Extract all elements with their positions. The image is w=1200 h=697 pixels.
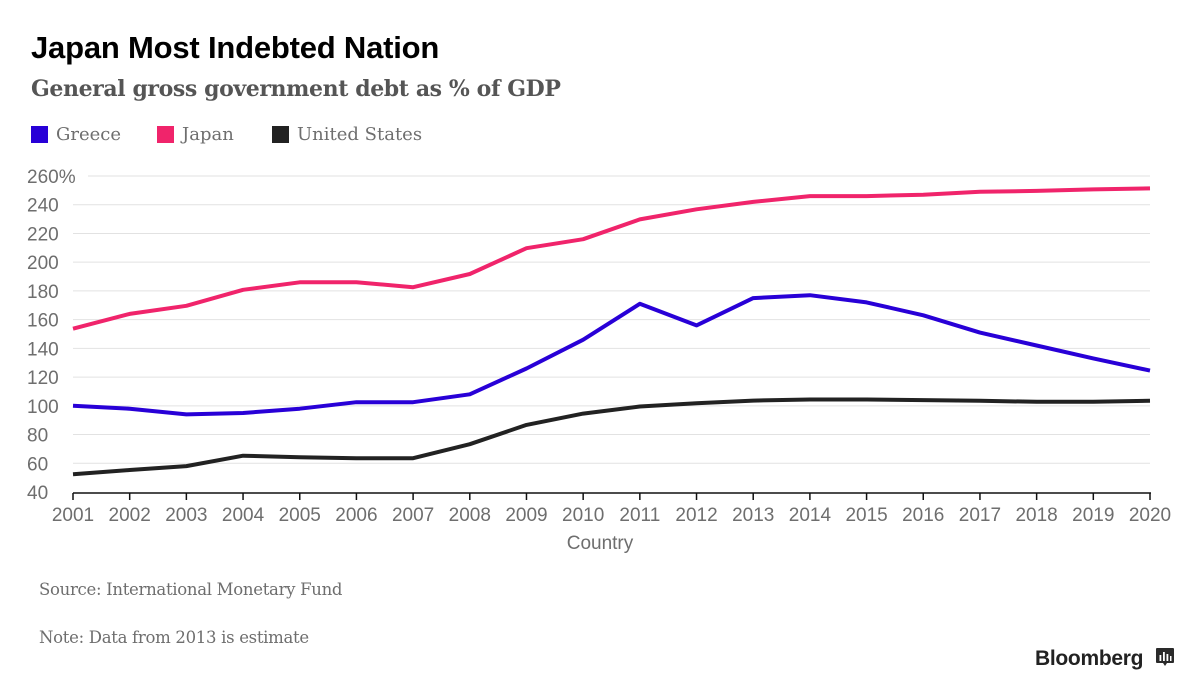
x-tick-label-2015: 2015 [845,505,887,526]
x-tick-label-2017: 2017 [959,505,1001,526]
y-tick-label-80: 80 [27,426,48,447]
series-line-japan [72,186,1151,331]
gridlines [73,175,1150,464]
legend-label-japan: Japan [182,124,234,145]
series-line-united-states [72,397,1151,477]
x-tick-label-2010: 2010 [562,505,604,526]
bloomberg-chart-icon [1156,648,1174,666]
x-tick-label-2018: 2018 [1015,505,1057,526]
source-note: Source: International Monetary Fund [39,580,343,599]
x-axis: 2001 2002 2003 2004 2005 2006 2007 2008 2009 2010… [52,492,1171,526]
y-tick-label-100: 100 [27,397,59,418]
x-tick-label-2012: 2012 [675,505,717,526]
y-tick-label-220: 220 [27,224,59,245]
x-tick-label-2014: 2014 [789,505,832,526]
x-tick-label-2016: 2016 [902,505,944,526]
data-note: Note: Data from 2013 is estimate [39,628,309,647]
chart-subtitle: General gross government debt as % of GD… [31,76,561,102]
legend-swatch-united-states [272,126,289,143]
x-tick-label-2006: 2006 [335,505,377,526]
x-tick-label-2001: 2001 [52,505,94,526]
x-tick-label-2005: 2005 [279,505,321,526]
y-tick-label-160: 160 [27,311,59,332]
legend-item-japan[interactable]: Japan [157,124,234,145]
x-tick-label-2004: 2004 [222,505,265,526]
legend-label-greece: Greece [56,124,122,145]
legend-swatch-japan [157,126,174,143]
series-line-greece [72,293,1151,417]
y-tick-label-180: 180 [27,282,59,303]
x-tick-label-2013: 2013 [732,505,774,526]
legend-item-united-states[interactable]: United States [272,124,422,145]
y-tick-label-140: 140 [27,339,59,360]
x-tick-label-2003: 2003 [165,505,207,526]
x-axis-title: Country [567,533,634,554]
legend-label-united-states: United States [297,124,423,145]
y-tick-label-120: 120 [27,368,59,389]
y-tick-label-260: 260% [27,167,76,188]
x-tick-label-2008: 2008 [449,505,491,526]
y-tick-label-40: 40 [27,483,48,504]
y-tick-label-200: 200 [27,253,59,274]
y-axis-labels: 40 60 80 100 120 140 160 180 200 220 240 260% [27,167,76,504]
y-tick-label-60: 60 [27,454,48,475]
x-tick-label-2009: 2009 [505,505,547,526]
x-tick-label-2020: 2020 [1129,505,1171,526]
y-tick-label-240: 240 [27,196,59,217]
series-lines [72,186,1151,477]
x-tick-label-2002: 2002 [109,505,151,526]
x-tick-label-2011: 2011 [619,505,660,526]
legend-item-greece[interactable]: Greece [31,124,121,145]
bloomberg-logo: Bloomberg [1035,647,1144,670]
legend-swatch-greece [31,126,48,143]
chart-title: Japan Most Indebted Nation [31,30,440,65]
x-tick-label-2019: 2019 [1072,505,1114,526]
x-tick-label-2007: 2007 [392,505,434,526]
